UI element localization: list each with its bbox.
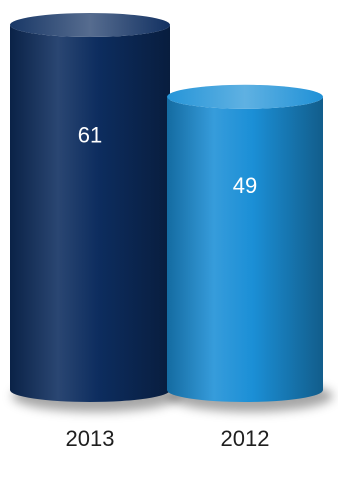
bar-value-label: 49 [233, 173, 257, 198]
category-label: 2013 [66, 426, 115, 451]
bar-2013 [10, 25, 170, 402]
bar-value-label: 61 [78, 123, 102, 148]
bar-top-2012 [167, 84, 323, 109]
bar-2012 [167, 96, 323, 402]
labels-layer: 61 2013 49 2012 [66, 123, 270, 452]
bars-layer [10, 13, 323, 402]
category-label: 2012 [221, 426, 270, 451]
bar-top-2013 [10, 13, 170, 37]
